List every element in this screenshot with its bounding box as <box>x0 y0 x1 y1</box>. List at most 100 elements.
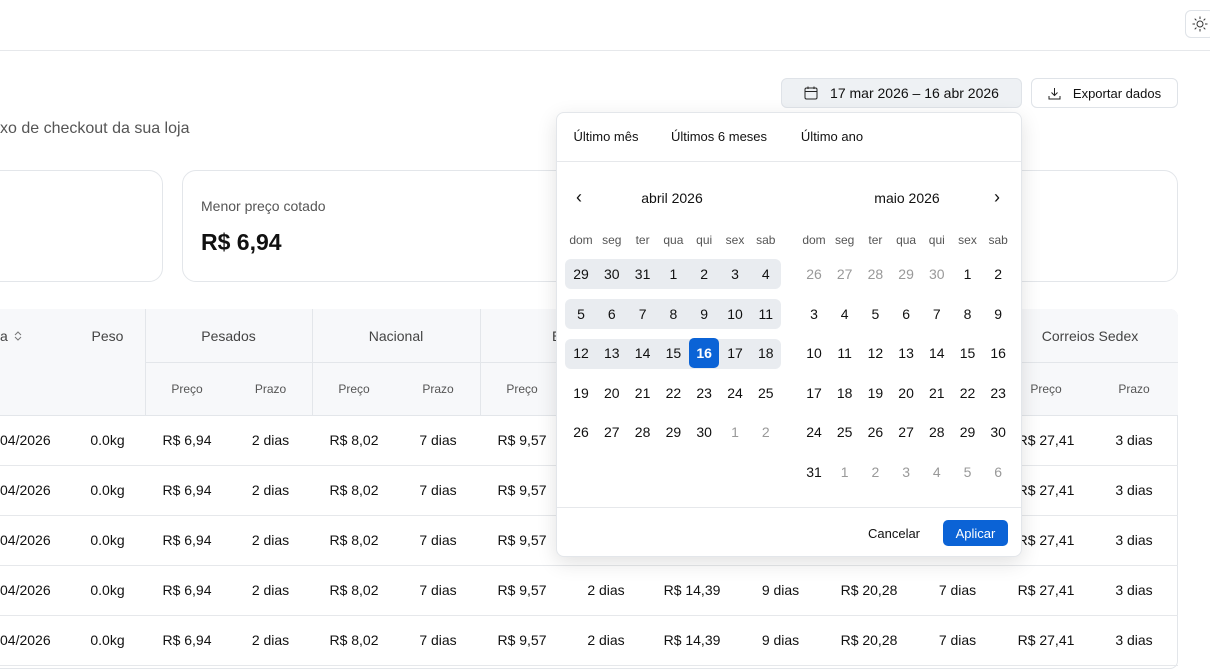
day[interactable]: 2 <box>871 463 880 480</box>
day[interactable]: 12 <box>867 345 884 361</box>
day[interactable]: 30 <box>696 424 712 440</box>
day[interactable]: 18 <box>836 384 853 401</box>
day[interactable]: 26 <box>573 424 589 440</box>
column-header[interactable]: a <box>0 309 22 362</box>
table-cell: R$ 6,94 <box>162 582 212 598</box>
day[interactable]: 1 <box>731 424 739 440</box>
table-cell: 7 dias <box>419 632 457 648</box>
group-header: Pesados <box>201 327 256 344</box>
day[interactable]: 3 <box>731 266 739 282</box>
cancel-button[interactable]: Cancelar <box>867 525 921 541</box>
day[interactable]: 30 <box>990 424 1006 440</box>
day[interactable]: 1 <box>840 463 849 480</box>
day[interactable]: 6 <box>994 463 1003 480</box>
day[interactable]: 22 <box>665 384 682 401</box>
day[interactable]: 5 <box>577 305 585 322</box>
day[interactable]: 25 <box>836 424 853 440</box>
date-picker: ‹ › Cancelar Aplicar Último mês Últimos 6… <box>556 112 1022 557</box>
day[interactable]: 27 <box>836 266 853 282</box>
day[interactable]: 13 <box>898 345 914 361</box>
day[interactable]: 8 <box>963 305 972 322</box>
day[interactable]: 4 <box>932 463 941 480</box>
day[interactable]: 7 <box>932 305 941 322</box>
day[interactable]: 5 <box>963 463 972 480</box>
day[interactable]: 27 <box>898 424 914 440</box>
day[interactable]: 29 <box>665 424 682 440</box>
day[interactable]: 24 <box>806 424 822 440</box>
day[interactable]: 2 <box>994 266 1003 282</box>
apply-button[interactable]: Aplicar <box>943 520 1008 546</box>
day[interactable]: 11 <box>837 345 852 361</box>
day[interactable]: 30 <box>929 266 945 282</box>
day[interactable]: 31 <box>634 266 651 282</box>
day[interactable]: 27 <box>604 424 620 440</box>
table-cell: 0.0kg <box>90 582 125 598</box>
day[interactable]: 12 <box>573 345 589 361</box>
weekday: sex <box>958 233 977 247</box>
day[interactable]: 10 <box>806 345 822 361</box>
day[interactable]: 30 <box>604 266 620 282</box>
selected-day[interactable]: 16 <box>689 338 720 368</box>
day[interactable]: 21 <box>929 384 945 401</box>
day[interactable]: 28 <box>634 424 651 440</box>
day[interactable]: 14 <box>634 345 651 361</box>
day[interactable]: 17 <box>727 345 743 361</box>
day[interactable]: 19 <box>867 384 884 401</box>
day[interactable]: 24 <box>727 384 743 401</box>
day[interactable]: 3 <box>902 463 910 480</box>
day[interactable]: 8 <box>669 305 678 322</box>
day[interactable]: 1 <box>669 266 678 282</box>
day[interactable]: 20 <box>604 384 620 401</box>
day[interactable]: 16 <box>990 345 1006 361</box>
day[interactable]: 15 <box>665 345 682 361</box>
table-cell: 04/2026 <box>0 532 51 548</box>
weekday: sex <box>725 233 745 247</box>
table-cell: R$ 9,57 <box>497 582 547 598</box>
day[interactable]: 29 <box>898 266 914 282</box>
theme-toggle[interactable] <box>1185 10 1210 38</box>
range-highlight <box>565 339 781 369</box>
day[interactable]: 6 <box>607 305 616 322</box>
day[interactable]: 14 <box>929 345 945 361</box>
day[interactable]: 23 <box>696 384 712 401</box>
day[interactable]: 17 <box>806 384 822 401</box>
day[interactable]: 6 <box>902 305 910 322</box>
day[interactable]: 19 <box>573 384 589 401</box>
day[interactable]: 15 <box>959 345 976 361</box>
day[interactable]: 13 <box>604 345 620 361</box>
preset-option[interactable]: Último ano <box>800 128 864 144</box>
day[interactable]: 3 <box>810 305 818 322</box>
day[interactable]: 9 <box>994 305 1003 322</box>
day[interactable]: 23 <box>990 384 1006 401</box>
day[interactable]: 20 <box>898 384 914 401</box>
day[interactable]: 31 <box>806 463 822 480</box>
date-range-button[interactable]: 17 mar 2026 – 16 abr 2026 <box>781 78 1022 108</box>
day[interactable]: 4 <box>840 305 849 322</box>
day[interactable]: 9 <box>700 305 709 322</box>
day[interactable]: 25 <box>758 384 774 401</box>
day[interactable]: 29 <box>959 424 976 440</box>
preset-option[interactable]: Último mês <box>573 128 639 144</box>
day[interactable]: 2 <box>700 266 709 282</box>
table-cell: 7 dias <box>419 482 457 498</box>
prev-month[interactable]: ‹ <box>576 186 582 207</box>
day[interactable]: 11 <box>758 305 774 322</box>
export-text: Exportar dados <box>1072 85 1162 101</box>
day[interactable]: 28 <box>929 424 945 440</box>
export-button[interactable]: Exportar dados <box>1031 78 1178 108</box>
day[interactable]: 29 <box>573 266 589 282</box>
day[interactable]: 7 <box>638 305 647 322</box>
day[interactable]: 22 <box>959 384 976 401</box>
preset-option[interactable]: Últimos 6 meses <box>670 128 768 144</box>
day[interactable]: 1 <box>963 266 972 282</box>
day[interactable]: 26 <box>867 424 884 440</box>
day[interactable]: 26 <box>806 266 822 282</box>
next-month[interactable]: › <box>994 186 1000 207</box>
day[interactable]: 10 <box>727 305 743 322</box>
day[interactable]: 28 <box>867 266 884 282</box>
day[interactable]: 18 <box>758 345 774 361</box>
day[interactable]: 4 <box>761 266 770 282</box>
day[interactable]: 21 <box>634 384 651 401</box>
day[interactable]: 2 <box>761 424 770 440</box>
day[interactable]: 5 <box>871 305 880 322</box>
